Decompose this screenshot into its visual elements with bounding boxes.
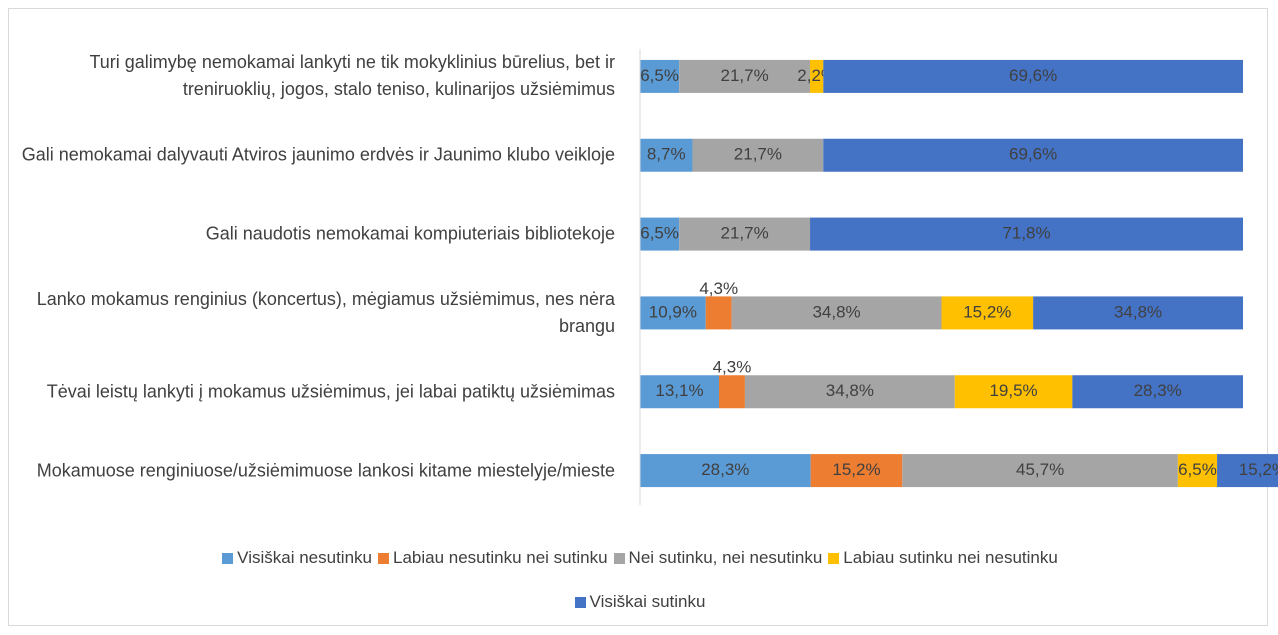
data-label: 8,7% xyxy=(647,145,686,164)
legend-swatch xyxy=(378,552,389,564)
category-label: Gali naudotis nemokamai kompiuteriais bi… xyxy=(205,223,615,244)
bar-segment xyxy=(705,296,732,330)
legend-swatch xyxy=(613,552,625,564)
bar-segment xyxy=(640,454,811,488)
category-label: Tėvai leistų lankyti į mokamus užsiėmimu… xyxy=(46,381,615,402)
bar-segment xyxy=(679,217,811,251)
data-label: 4,3% xyxy=(713,358,752,377)
legend: Visiškai nesutinku Labiau nesutinku nei s… xyxy=(190,545,1090,615)
data-label: 19,5% xyxy=(989,381,1037,400)
data-label: 6,5% xyxy=(640,66,679,85)
bar-segment xyxy=(731,296,942,330)
legend-label: Labiau nesutinku nei sutinku xyxy=(393,548,608,567)
data-label: 21,7% xyxy=(721,224,769,243)
legend-label: Nei sutinku, nei nesutinku xyxy=(628,548,823,567)
legend-swatch xyxy=(222,552,234,564)
legend-item: Labiau nesutinku nei sutinku xyxy=(378,545,608,571)
legend-item: Visiškai nesutinku xyxy=(222,545,372,571)
category-label: Gali nemokamai dalyvauti Atviros jaunimo… xyxy=(21,144,615,165)
bar-segment xyxy=(744,375,955,409)
bar-segment xyxy=(640,59,680,93)
legend-item: Nei sutinku, nei nesutinku xyxy=(613,545,823,571)
legend-label: Visiškai sutinku xyxy=(589,592,706,611)
data-label: 4,3% xyxy=(699,279,738,298)
bar-segment xyxy=(1217,454,1278,488)
data-label: 15,2% xyxy=(963,302,1011,321)
data-label: 6,5% xyxy=(640,224,679,243)
category-label: Lanko mokamus renginius (koncertus), mėg… xyxy=(36,288,615,336)
category-label: Mokamuose renginiuose/užsiėmimuose lanko… xyxy=(36,460,615,481)
bar-segment xyxy=(640,217,680,251)
bar-segment xyxy=(941,296,1034,330)
legend-item: Labiau sutinku nei nesutinku xyxy=(828,545,1058,571)
data-label: 21,7% xyxy=(721,66,769,85)
bar-segment xyxy=(640,138,693,172)
data-label: 21,7% xyxy=(734,145,782,164)
bar-segment xyxy=(810,454,903,488)
bar-segment xyxy=(954,375,1073,409)
data-label: 69,6% xyxy=(1009,145,1057,164)
bar-segment xyxy=(1177,454,1218,488)
legend-item: Visiškai sutinku xyxy=(574,589,706,615)
bar-segment xyxy=(810,217,1243,251)
data-label: 15,2% xyxy=(1239,460,1278,479)
bar-segment xyxy=(823,138,1243,172)
bar-segment xyxy=(823,59,1243,93)
bar-segment xyxy=(810,59,824,93)
bar-segment xyxy=(692,138,824,172)
bar-segment xyxy=(1033,296,1243,330)
legend-label: Visiškai nesutinku xyxy=(237,548,372,567)
bar-segment xyxy=(902,454,1178,488)
data-label: 6,5% xyxy=(1178,460,1217,479)
data-label: 45,7% xyxy=(1016,460,1064,479)
data-label: 34,8% xyxy=(812,302,860,321)
data-label: 13,1% xyxy=(655,381,703,400)
legend-swatch xyxy=(574,596,586,608)
bar-segment xyxy=(640,296,706,330)
data-label: 34,8% xyxy=(1114,302,1162,321)
bar-segment xyxy=(718,375,745,409)
legend-swatch xyxy=(828,552,840,564)
bar-segment xyxy=(640,375,719,409)
bar-segment xyxy=(1072,375,1243,409)
category-label: Turi galimybę nemokamai lankyti ne tik m… xyxy=(89,52,615,100)
bar-segment xyxy=(679,59,811,93)
data-label: 15,2% xyxy=(832,460,880,479)
legend-label: Labiau sutinku nei nesutinku xyxy=(843,548,1058,567)
data-label: 71,8% xyxy=(1002,224,1050,243)
data-label: 34,8% xyxy=(826,381,874,400)
data-label: 69,6% xyxy=(1009,66,1057,85)
data-label: 10,9% xyxy=(649,302,697,321)
chart-border xyxy=(8,8,1268,626)
data-label: 28,3% xyxy=(701,460,749,479)
data-label: 28,3% xyxy=(1134,381,1182,400)
